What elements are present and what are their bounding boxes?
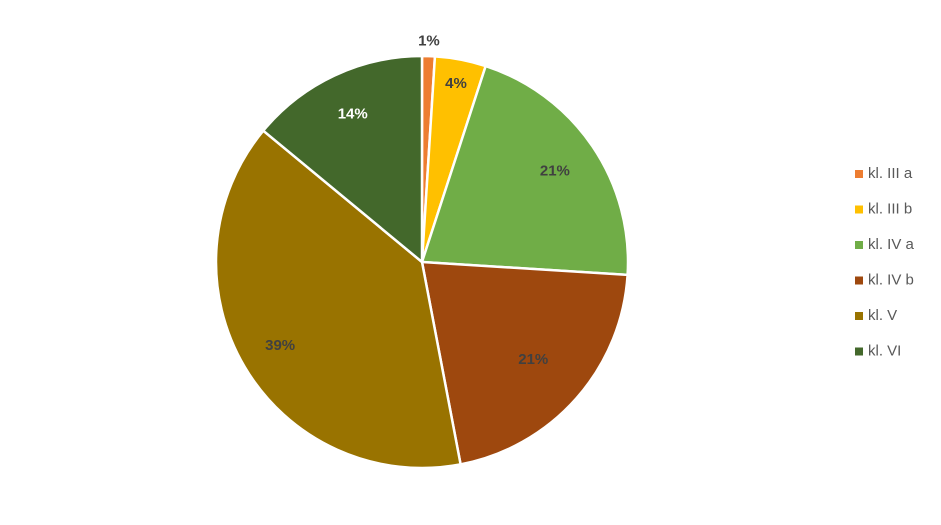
data-label: 21% (540, 163, 570, 180)
data-label: 39% (265, 337, 295, 354)
pie-slice (214, 128, 463, 470)
data-label: 14% (338, 106, 368, 123)
legend-swatch (855, 276, 863, 285)
legend-label: kl. VI (868, 342, 901, 359)
data-label: 1% (418, 33, 440, 50)
legend-label: kl. III b (868, 200, 912, 217)
legend-swatch (855, 170, 863, 178)
pie-slice (420, 64, 630, 277)
pie-slice (261, 54, 424, 265)
legend-swatch (855, 312, 863, 320)
legend-label: kl. III a (868, 165, 913, 182)
legend-label: kl. V (868, 307, 897, 324)
legend-swatch (855, 205, 863, 214)
data-label: 4% (445, 75, 467, 92)
pie-slice (420, 260, 629, 466)
legend-swatch (855, 347, 863, 356)
data-label: 21% (518, 351, 548, 368)
legend-label: kl. IV a (868, 236, 915, 253)
legend-label: kl. IV b (868, 271, 914, 288)
legend-swatch (855, 241, 863, 249)
